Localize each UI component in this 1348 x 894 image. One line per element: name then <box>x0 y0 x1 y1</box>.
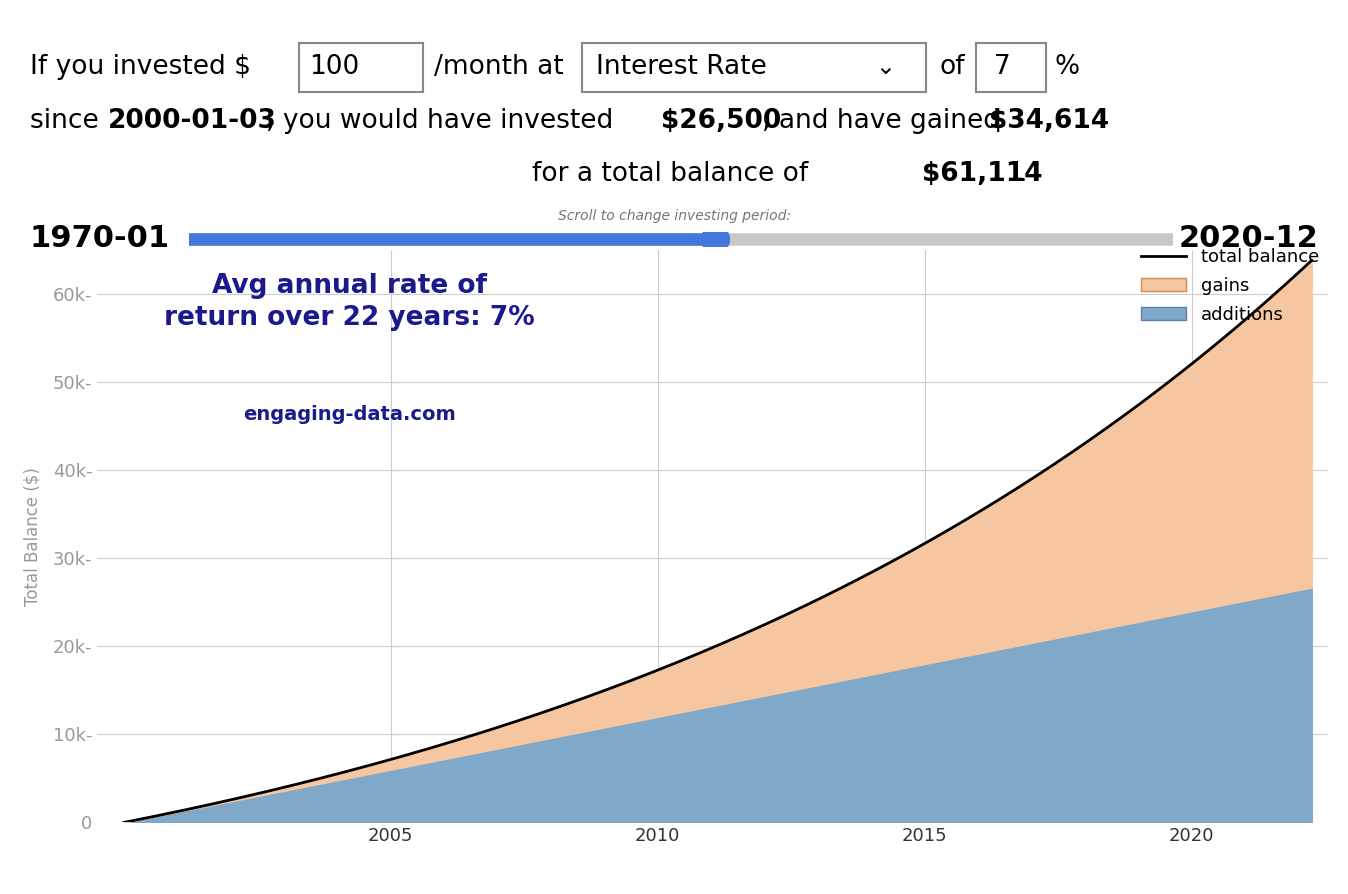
Text: engaging-data.com: engaging-data.com <box>243 405 456 424</box>
Text: ⌄: ⌄ <box>875 55 895 80</box>
Text: $26,500: $26,500 <box>661 107 780 134</box>
Text: for a total balance of: for a total balance of <box>531 161 817 188</box>
Text: of: of <box>940 54 965 80</box>
Text: , and have gained: , and have gained <box>762 107 1008 134</box>
Text: Interest Rate: Interest Rate <box>596 55 767 80</box>
Text: 2000-01-03: 2000-01-03 <box>108 107 276 134</box>
Text: 7: 7 <box>993 55 1010 80</box>
Text: Scroll to change investing period:: Scroll to change investing period: <box>558 209 790 224</box>
Text: since: since <box>30 107 106 134</box>
Text: 2020-12: 2020-12 <box>1178 224 1318 253</box>
Text: If you invested $: If you invested $ <box>30 54 251 80</box>
Text: %: % <box>1054 54 1080 80</box>
Text: $61,114: $61,114 <box>922 161 1042 188</box>
Text: , you would have invested: , you would have invested <box>266 107 621 134</box>
Text: .: . <box>1018 161 1026 188</box>
Text: 100: 100 <box>309 55 360 80</box>
Text: Avg annual rate of
return over 22 years: 7%: Avg annual rate of return over 22 years:… <box>164 274 535 331</box>
Text: /month at: /month at <box>434 54 563 80</box>
Text: $34,614: $34,614 <box>989 107 1109 134</box>
Text: 1970-01: 1970-01 <box>30 224 170 253</box>
Legend: total balance, gains, additions: total balance, gains, additions <box>1140 248 1318 324</box>
Y-axis label: Total Balance ($): Total Balance ($) <box>23 467 42 606</box>
